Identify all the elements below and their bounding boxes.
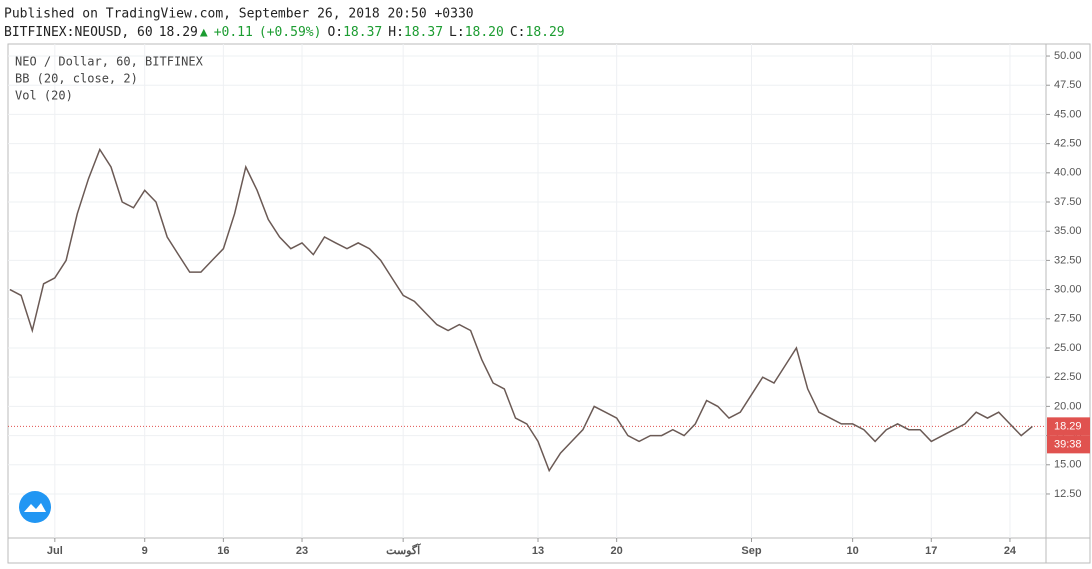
symbol: BITFINEX:NEOUSD, 60 xyxy=(4,25,153,40)
chart-frame xyxy=(7,43,1091,564)
y-tick-label: 30.00 xyxy=(1054,284,1082,296)
y-tick-label: 37.50 xyxy=(1054,196,1082,208)
ohlc-value: 18.37 xyxy=(343,25,382,40)
x-tick-label: 9 xyxy=(142,545,148,557)
indicator-label: NEO / Dollar, 60, BITFINEX xyxy=(15,55,204,69)
y-tick-label: 32.50 xyxy=(1054,254,1082,266)
x-tick-label: 20 xyxy=(611,545,623,557)
y-tick-label: 12.50 xyxy=(1054,488,1082,500)
y-tick-label: 25.00 xyxy=(1054,342,1082,354)
y-tick-label: 27.50 xyxy=(1054,313,1082,325)
plot: NEO / Dollar, 60, BITFINEX BB (20, close,… xyxy=(8,55,1046,473)
last-price: 18.29 xyxy=(159,25,198,40)
y-tick-label: 50.00 xyxy=(1054,50,1082,62)
ohlc-key: L: xyxy=(449,25,465,40)
price-label: 18.29 xyxy=(1054,420,1082,432)
x-tick-label: Sep xyxy=(741,545,761,557)
y-tick-label: 42.50 xyxy=(1054,138,1082,150)
ohlc-key: C: xyxy=(510,25,526,40)
change: +0.11 xyxy=(214,25,253,40)
x-tick-label: 10 xyxy=(847,545,859,557)
countdown: 39:38 xyxy=(1054,438,1082,450)
price-label-bg xyxy=(1047,417,1090,436)
indicator-label: BB (20, close, 2) xyxy=(15,72,138,86)
x-tick-label: 16 xyxy=(217,545,229,557)
x-tick-label: 17 xyxy=(925,545,937,557)
symbol-line: BITFINEX:NEOUSD, 60 18.29 ▲ +0.11 (+0.59%) O:… xyxy=(4,25,565,40)
symbol-info: BITFINEX:NEOUSD, 60 18.29 ▲ +0.11 (+0.59%) O:… xyxy=(4,25,565,40)
ohlc-value: 18.20 xyxy=(465,25,504,40)
y-tick-label: 15.00 xyxy=(1054,459,1082,471)
grid xyxy=(8,44,1046,538)
y-tick-label: 40.00 xyxy=(1054,167,1082,179)
y-tick-label: 20.00 xyxy=(1054,400,1082,412)
y-tick-label: 47.50 xyxy=(1054,79,1082,91)
y-tick-label: 22.50 xyxy=(1054,371,1082,383)
countdown-bg xyxy=(1047,435,1090,454)
change-pct: (+0.59%) xyxy=(259,25,322,40)
x-tick-label: 24 xyxy=(1004,545,1017,557)
indicator-label: Vol (20) xyxy=(15,89,73,103)
change-arrow: ▲ xyxy=(200,25,208,40)
ohlc-key: O: xyxy=(327,25,343,40)
x-tick-label: 13 xyxy=(532,545,544,557)
ohlc-value: 18.37 xyxy=(404,25,443,40)
price-line-series xyxy=(9,147,1033,473)
tradingview-logo xyxy=(19,491,51,523)
ohlc-key: H: xyxy=(388,25,404,40)
x-tick-label: Jul xyxy=(47,545,63,557)
x-tick-label: 23 xyxy=(296,545,308,557)
ohlc-value: 18.29 xyxy=(526,25,565,40)
y-tick-label: 35.00 xyxy=(1054,225,1082,237)
y-tick-label: 45.00 xyxy=(1054,108,1082,120)
published-line: Published on TradingView.com, September … xyxy=(4,7,474,22)
x-tick-label: آگوست xyxy=(386,543,421,557)
axes: 12.5015.0017.5020.0022.5025.0027.5030.00… xyxy=(47,50,1090,557)
